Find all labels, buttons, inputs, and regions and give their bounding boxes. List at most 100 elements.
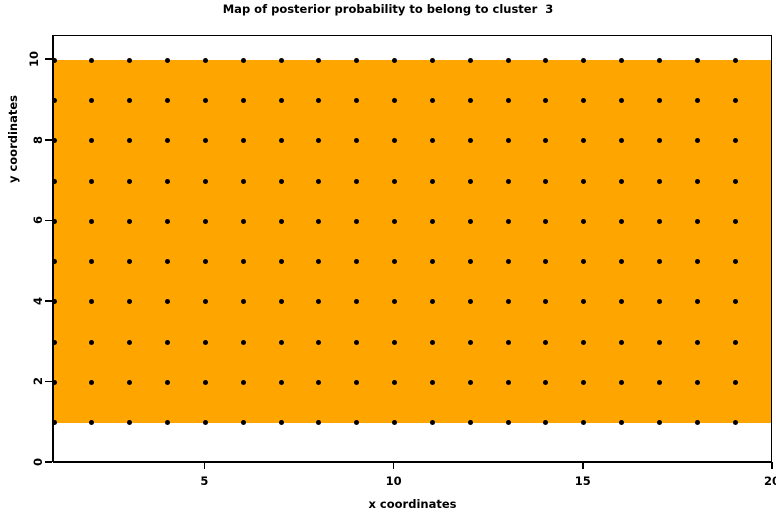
grid-point <box>505 420 511 426</box>
grid-point <box>505 299 511 305</box>
y-tick <box>45 219 52 222</box>
grid-point <box>505 138 511 144</box>
y-tick-label: 2 <box>31 374 45 388</box>
grid-point <box>354 218 360 224</box>
y-tick <box>45 380 52 383</box>
plot-surface <box>54 36 771 461</box>
grid-point <box>467 420 473 426</box>
grid-point <box>656 420 662 426</box>
grid-point <box>316 57 322 63</box>
grid-point <box>240 138 246 144</box>
grid-point <box>202 138 208 144</box>
grid-point <box>278 218 284 224</box>
grid-point <box>505 259 511 265</box>
grid-point <box>127 57 133 63</box>
grid-point <box>543 138 549 144</box>
y-tick-label: 10 <box>26 51 42 67</box>
grid-point <box>429 178 435 184</box>
grid-point <box>202 218 208 224</box>
grid-point <box>543 57 549 63</box>
y-axis-title: y coordinates <box>6 94 20 184</box>
grid-point <box>467 138 473 144</box>
y-tick-label-text: 4 <box>30 296 45 305</box>
grid-point <box>165 420 171 426</box>
x-axis-line <box>53 461 772 463</box>
grid-point <box>392 379 398 385</box>
grid-point <box>354 57 360 63</box>
grid-point <box>694 339 700 345</box>
grid-point <box>316 339 322 345</box>
grid-point <box>240 178 246 184</box>
grid-point <box>619 97 625 103</box>
grid-point <box>354 178 360 184</box>
grid-point <box>429 57 435 63</box>
grid-point <box>732 339 738 345</box>
grid-point <box>543 420 549 426</box>
y-tick <box>45 58 52 60</box>
grid-point <box>89 259 95 265</box>
grid-point <box>165 218 171 224</box>
grid-point <box>89 420 95 426</box>
grid-point <box>581 178 587 184</box>
grid-point <box>54 138 57 144</box>
y-tick <box>45 461 52 463</box>
grid-point <box>392 97 398 103</box>
grid-point <box>694 259 700 265</box>
grid-point <box>732 218 738 224</box>
grid-point <box>165 339 171 345</box>
grid-point <box>316 259 322 265</box>
grid-point <box>656 97 662 103</box>
grid-point <box>467 339 473 345</box>
grid-point <box>505 218 511 224</box>
grid-point <box>429 420 435 426</box>
grid-point <box>202 178 208 184</box>
grid-point <box>278 138 284 144</box>
grid-point <box>656 57 662 63</box>
x-tick <box>392 462 395 469</box>
grid-point <box>656 339 662 345</box>
grid-point <box>656 259 662 265</box>
grid-point <box>467 259 473 265</box>
grid-point <box>467 299 473 305</box>
grid-point <box>732 379 738 385</box>
grid-point <box>127 97 133 103</box>
grid-point <box>732 57 738 63</box>
grid-point <box>429 259 435 265</box>
grid-point <box>165 299 171 305</box>
grid-point <box>316 299 322 305</box>
grid-point <box>581 299 587 305</box>
x-tick <box>203 462 206 469</box>
grid-point <box>278 299 284 305</box>
grid-point <box>54 420 57 426</box>
grid-point <box>581 259 587 265</box>
grid-point <box>656 299 662 305</box>
grid-point <box>89 339 95 345</box>
grid-point <box>278 420 284 426</box>
grid-point <box>54 97 57 103</box>
grid-point <box>543 218 549 224</box>
y-tick-label: 6 <box>31 213 45 227</box>
grid-point <box>54 259 57 265</box>
grid-point <box>316 97 322 103</box>
grid-point <box>127 259 133 265</box>
grid-point <box>619 218 625 224</box>
grid-point <box>89 57 95 63</box>
grid-point <box>240 57 246 63</box>
grid-point <box>581 138 587 144</box>
grid-point <box>770 299 771 305</box>
grid-point <box>316 379 322 385</box>
grid-point <box>656 379 662 385</box>
grid-point <box>240 218 246 224</box>
grid-point <box>581 57 587 63</box>
grid-point <box>354 339 360 345</box>
y-tick-label: 0 <box>31 455 45 469</box>
grid-point <box>505 97 511 103</box>
grid-point <box>770 138 771 144</box>
grid-point <box>202 379 208 385</box>
grid-point <box>89 138 95 144</box>
grid-point <box>240 379 246 385</box>
grid-point <box>505 339 511 345</box>
grid-point <box>54 57 57 63</box>
grid-point <box>581 379 587 385</box>
